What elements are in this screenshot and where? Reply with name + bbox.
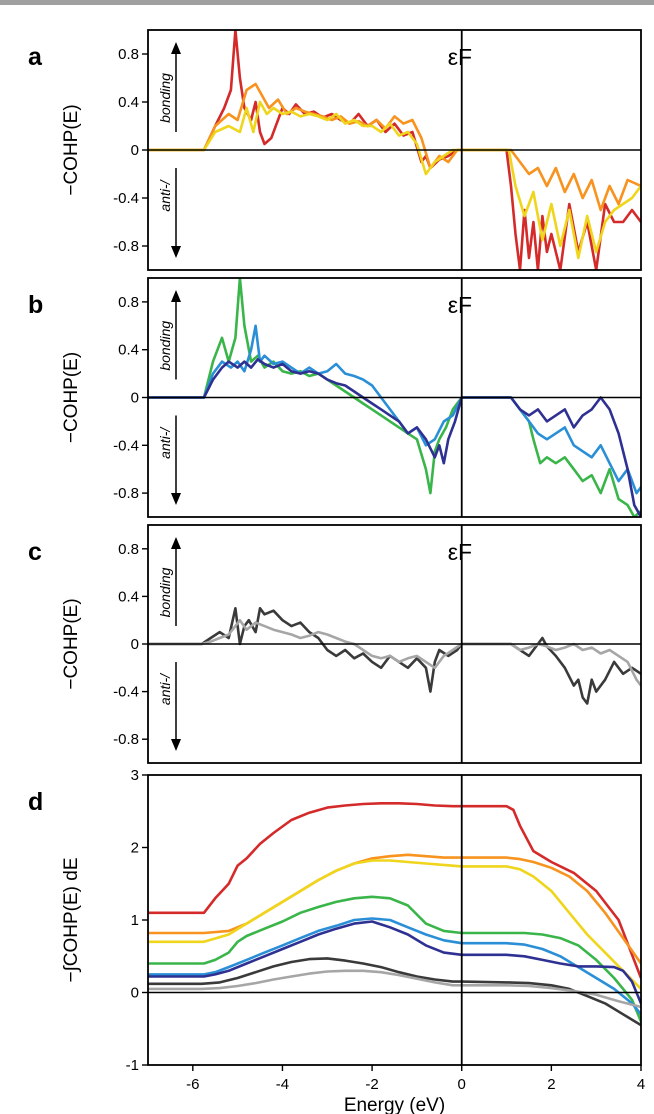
panel-d: 3 2 1 0 -1 d −∫COHP(E) dE -6 -4 -2 0 2 4 Energy (eV) [28, 767, 645, 1114]
y-tick-label: 0.4 [118, 588, 139, 605]
fermi-label: εF [448, 292, 472, 318]
antibonding-label: anti-/ [157, 672, 173, 705]
bonding-label: bonding [157, 567, 173, 617]
arrow-up-icon [171, 42, 181, 54]
arrow-down-icon [171, 246, 181, 258]
panel-letter: a [28, 43, 43, 71]
series-line-dark_gray [148, 957, 641, 1027]
arrow-down-icon [171, 493, 181, 505]
y-tick-label: 0.4 [118, 342, 139, 359]
panel-letter: c [28, 538, 42, 566]
y-tick-label: -0.4 [113, 437, 139, 454]
y-tick-label: 3 [131, 767, 139, 784]
series-line-green [148, 278, 641, 517]
bonding-label: bonding [157, 73, 173, 123]
series-line-yellow [148, 859, 641, 991]
series-line-red [148, 802, 641, 980]
panel-a: 0.8 0.4 0 -0.4 -0.8 a −COHP(E) εF bonding anti-/ [28, 29, 642, 271]
series-line-light_gray [148, 969, 641, 1009]
series-line-orange [148, 82, 641, 212]
y-tick-label: 0 [131, 390, 139, 407]
x-axis-label: Energy (eV) [344, 1095, 445, 1114]
x-tick-label: -6 [186, 1076, 199, 1093]
y-tick-label: -0.4 [113, 684, 139, 701]
panel-b: 0.8 0.4 0 -0.4 -0.8 b −COHP(E) εF bonding anti-/ [28, 277, 642, 518]
y-tick-label: 2 [131, 840, 139, 857]
series-line-navy [148, 920, 641, 1005]
series-group [148, 30, 641, 270]
y-tick-label: -0.8 [113, 485, 139, 502]
y-tick-label: 0 [131, 142, 139, 159]
arrow-down-icon [171, 739, 181, 751]
panel-letter: d [28, 788, 43, 816]
series-group [148, 278, 641, 517]
series-line-blue [148, 917, 641, 1016]
antibonding-label: anti-/ [157, 426, 173, 459]
y-tick-label: -0.8 [113, 731, 139, 748]
series-line-yellow [148, 100, 641, 260]
panel-letter: b [28, 291, 43, 319]
arrow-up-icon [171, 290, 181, 302]
x-tick-label: 2 [547, 1076, 555, 1093]
y-tick-label: -0.4 [113, 190, 139, 207]
x-tick-label: -2 [365, 1076, 378, 1093]
series-line-blue [148, 324, 641, 495]
antibonding-label: anti-/ [157, 178, 173, 211]
y-axis-label: −COHP(E) [61, 352, 82, 443]
y-tick-label: 0 [131, 985, 139, 1002]
y-tick-label: -0.8 [113, 238, 139, 255]
series-line-green [148, 895, 641, 1023]
series-line-dark_gray [148, 607, 641, 705]
y-tick-label: 0 [131, 636, 139, 653]
y-tick-label: -1 [126, 1057, 139, 1074]
y-tick-label: 0.8 [118, 46, 139, 63]
y-axis-label: −COHP(E) [61, 598, 82, 689]
panel-c: 0.8 0.4 0 -0.4 -0.8 c −COHP(E) εF bonding anti-/ [28, 524, 642, 764]
x-tick-label: 4 [637, 1076, 645, 1093]
plot-frame [147, 774, 642, 1066]
y-tick-label: 0.4 [118, 94, 139, 111]
series-group [148, 607, 641, 705]
arrow-up-icon [171, 537, 181, 549]
series-line-light_gray [148, 618, 641, 687]
series-line-navy [148, 358, 641, 517]
x-tick-label: 0 [458, 1076, 466, 1093]
fermi-label: εF [448, 44, 472, 70]
top-rule [0, 0, 654, 5]
series-group [148, 802, 641, 1027]
fermi-label: εF [448, 539, 472, 565]
y-tick-label: 0.8 [118, 541, 139, 558]
y-axis-label: −∫COHP(E) dE [61, 857, 82, 982]
y-tick-label: 0.8 [118, 294, 139, 311]
x-tick-label: -4 [276, 1076, 289, 1093]
y-tick-label: 1 [131, 912, 139, 929]
y-axis-label: −COHP(E) [61, 104, 82, 195]
bonding-label: bonding [157, 321, 173, 371]
